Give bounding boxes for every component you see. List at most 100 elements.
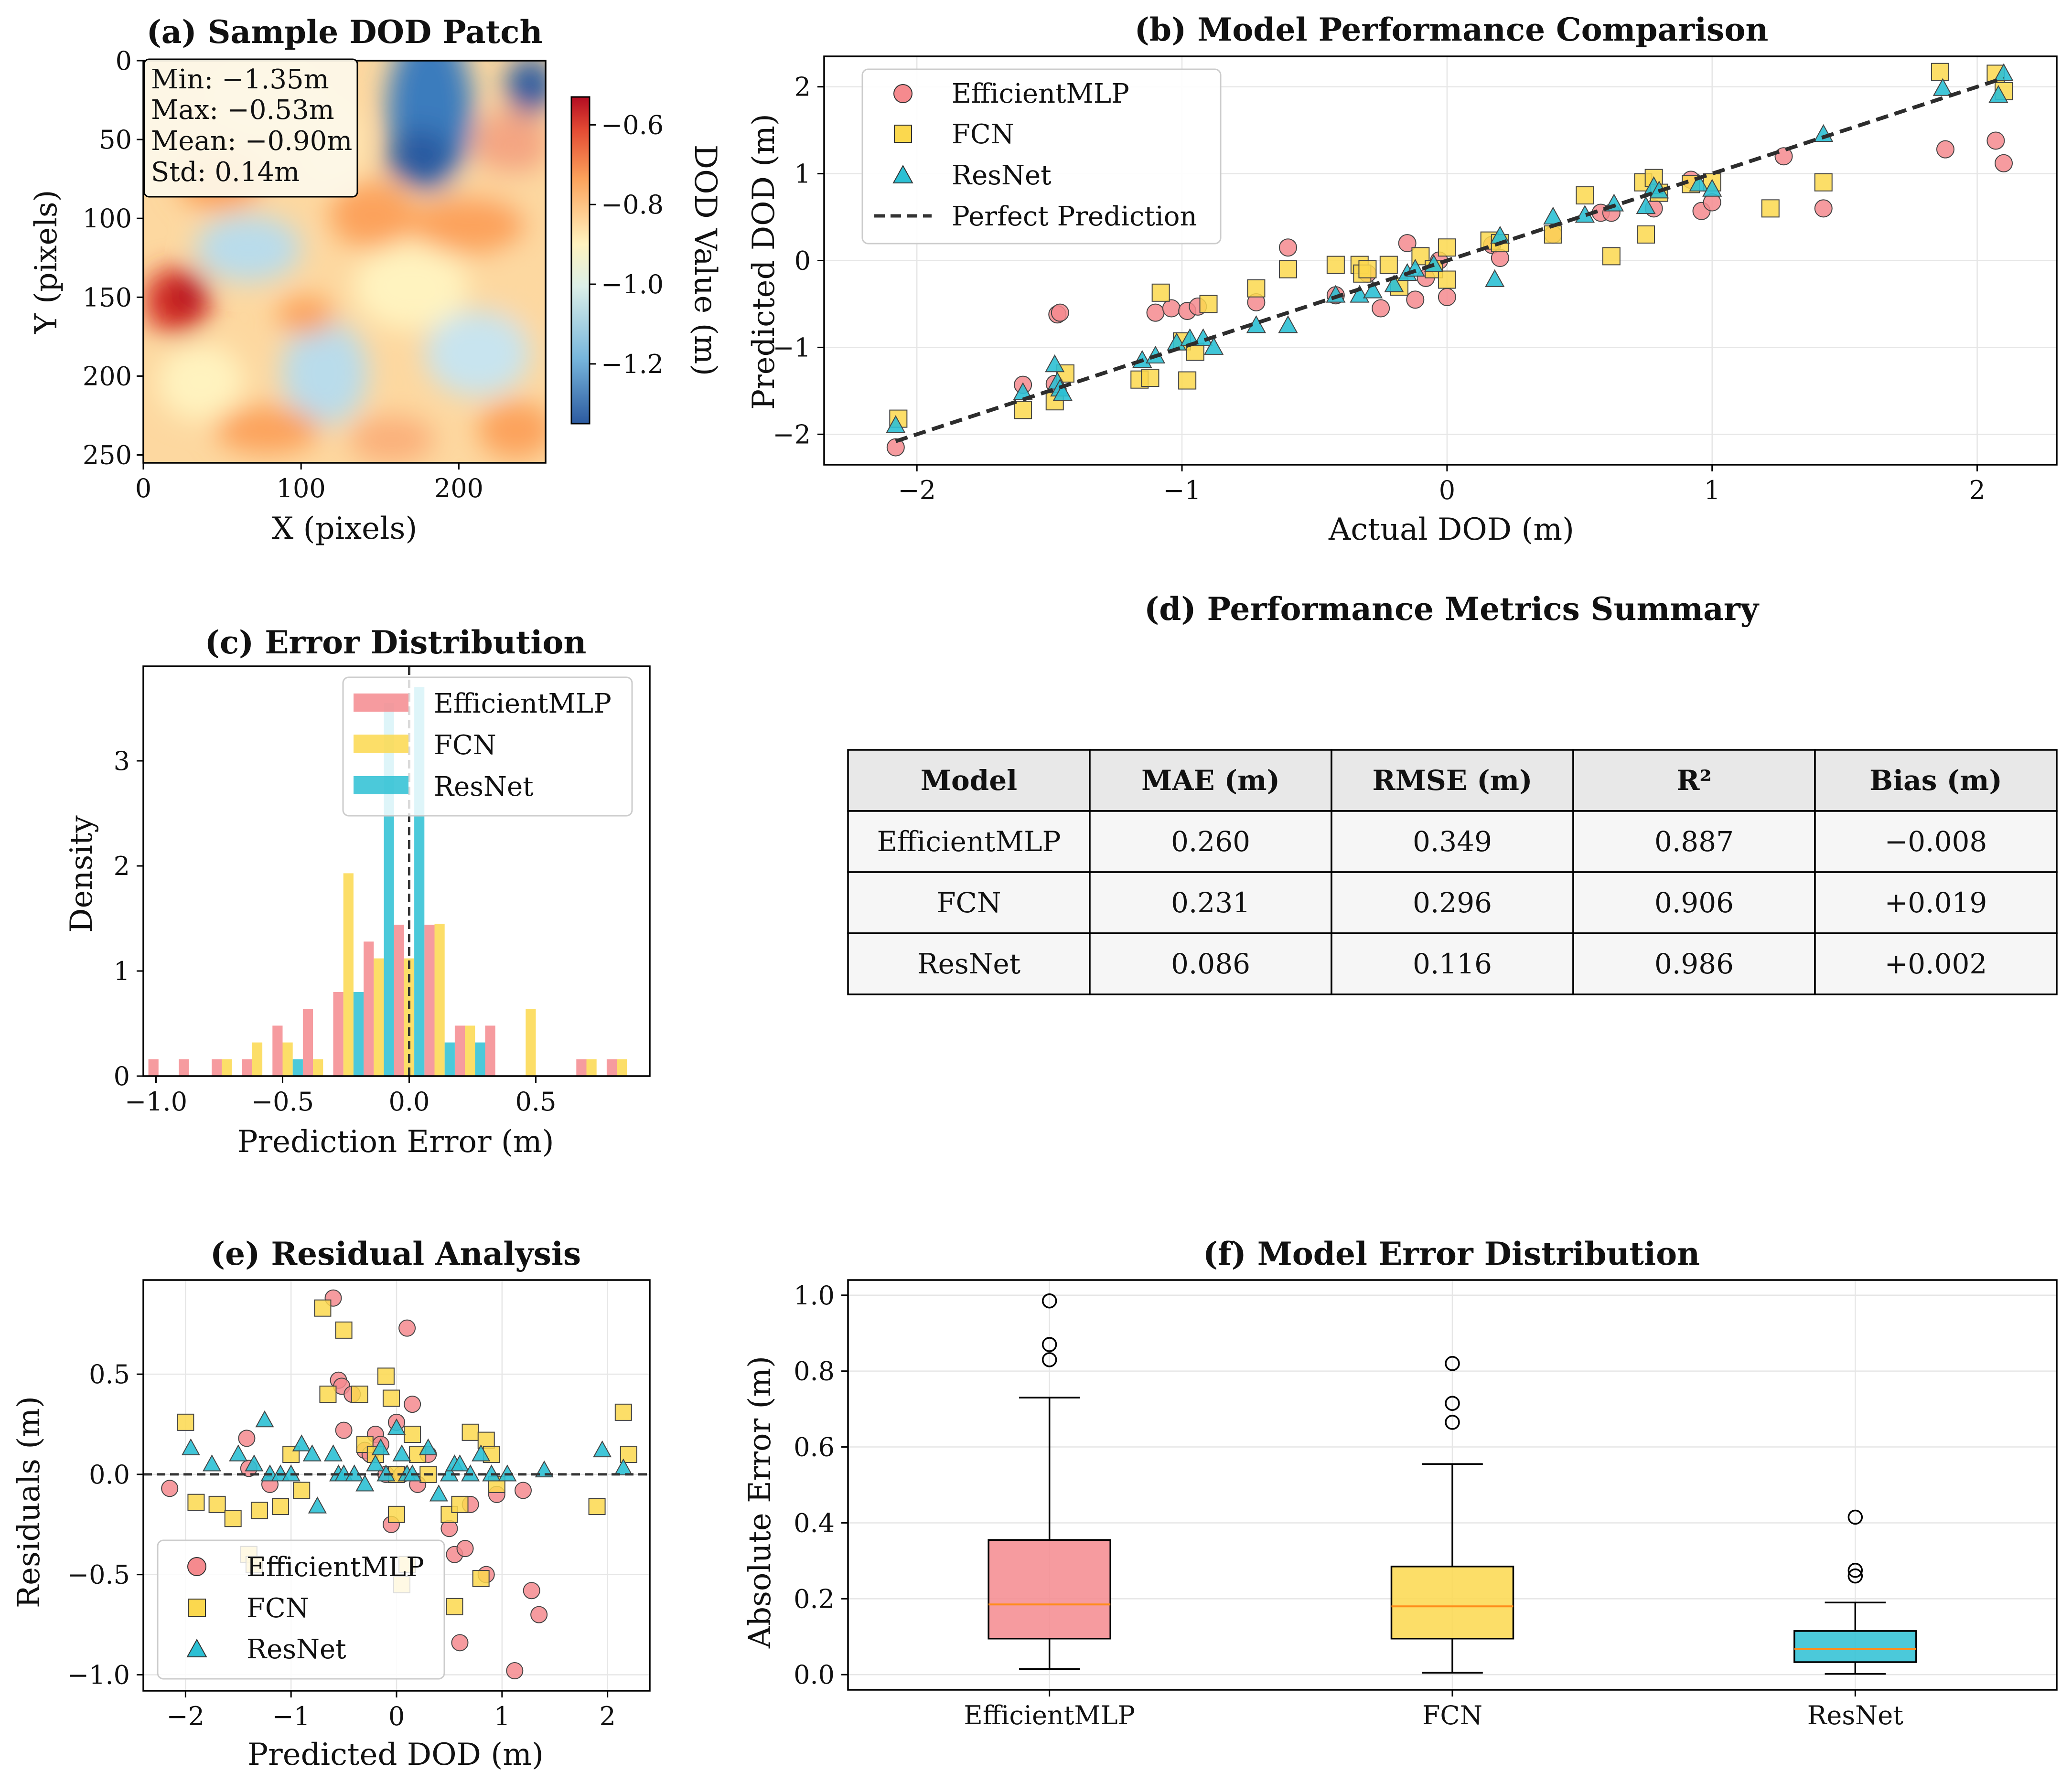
box-fcn xyxy=(1390,1356,1514,1674)
iqr-box xyxy=(988,1539,1111,1640)
panel-e-title: (e) Residual Analysis xyxy=(210,1235,581,1272)
panel-a-ylabel: Y (pixels) xyxy=(29,190,64,334)
point-fcn xyxy=(1326,256,1345,274)
point-fcn xyxy=(377,1367,395,1385)
panel-f-ylabel: Absolute Error (m) xyxy=(742,1356,778,1649)
point-fcn xyxy=(388,1505,405,1523)
bar-efficientmlp xyxy=(364,941,374,1076)
bar-efficientmlp xyxy=(148,1059,159,1076)
table-cell xyxy=(1089,932,1332,995)
panel-a-heatmap: (a) Sample DOD Patch xyxy=(29,13,723,546)
panel-f-title: (f) Model Error Distribution xyxy=(1203,1235,1700,1272)
point-resnet xyxy=(450,1454,470,1472)
point-efficientmlp xyxy=(1986,131,2005,150)
y-tick-label: 1.0 xyxy=(794,1280,835,1311)
bar-resnet xyxy=(292,1059,303,1076)
table-cell xyxy=(847,932,1091,995)
bar-efficientmlp xyxy=(242,1059,252,1076)
point-resnet xyxy=(535,1460,554,1478)
point-fcn xyxy=(472,1570,490,1588)
point-resnet xyxy=(403,1464,422,1482)
point-fcn xyxy=(462,1423,479,1441)
bar-efficientmlp xyxy=(606,1059,617,1076)
point-resnet xyxy=(1988,85,2008,103)
bar-fcn xyxy=(252,1042,263,1076)
outlier-point xyxy=(1041,1293,1057,1309)
table-cell xyxy=(1814,932,2058,995)
point-fcn xyxy=(1438,238,1456,257)
x-tick-label: 0.5 xyxy=(515,1087,557,1117)
colorbar-tick-label: −1.0 xyxy=(601,269,664,299)
point-fcn xyxy=(1178,371,1197,390)
colorbar-tick-label: −0.6 xyxy=(601,110,664,140)
legend-e-efficientmlp: EfficientMLP xyxy=(247,1552,424,1583)
point-efficientmlp xyxy=(530,1606,548,1623)
point-resnet xyxy=(1702,179,1722,197)
panel-b-ylabel: Predicted DOD (m) xyxy=(746,114,782,410)
point-efficientmlp xyxy=(335,1421,353,1439)
point-resnet xyxy=(1363,280,1383,299)
point-fcn xyxy=(1141,369,1159,387)
point-fcn xyxy=(224,1510,242,1527)
panel-b-scatter: (b) Model Performance Comparison −2 −1 0 1 2… xyxy=(746,11,2058,547)
series-efficientmlp xyxy=(148,925,617,1076)
stats-min: Min: −1.35m xyxy=(151,64,329,95)
x-tick-label: 0 xyxy=(1439,475,1455,505)
y-tick-label: 0.6 xyxy=(794,1432,835,1462)
bar-resnet xyxy=(475,1042,485,1076)
x-tick-label-resnet: ResNet xyxy=(1807,1700,1904,1730)
point-resnet xyxy=(461,1464,480,1482)
point-fcn xyxy=(1544,225,1562,244)
point-fcn xyxy=(614,1403,632,1421)
stats-std: Std: 0.14m xyxy=(151,157,300,188)
point-resnet xyxy=(229,1444,248,1462)
point-fcn xyxy=(187,1494,205,1511)
point-resnet xyxy=(366,1454,385,1472)
plot-frame xyxy=(142,665,651,1077)
point-fcn xyxy=(588,1498,606,1515)
x-tick-label: 1 xyxy=(1704,475,1720,505)
point-fcn xyxy=(1637,225,1655,244)
table-header-cell xyxy=(1331,749,1574,812)
table-header-cell xyxy=(1089,749,1332,812)
panel-b-xlabel: Actual DOD (m) xyxy=(1328,512,1574,547)
x-tick-label: 0 xyxy=(135,473,151,503)
table-value: 0.260 xyxy=(1171,825,1250,858)
legend-e-resnet: ResNet xyxy=(247,1634,346,1665)
outlier-point xyxy=(1445,1396,1460,1411)
point-resnet xyxy=(387,1418,406,1436)
y-tick-label: 2 xyxy=(114,851,130,881)
y-tick-label: 0.4 xyxy=(794,1508,835,1538)
point-resnet xyxy=(1636,196,1656,214)
point-fcn xyxy=(293,1482,311,1499)
bar-efficientmlp xyxy=(179,1059,189,1076)
point-resnet xyxy=(255,1410,274,1428)
point-fcn xyxy=(1761,199,1780,218)
point-resnet xyxy=(614,1458,633,1475)
point-fcn xyxy=(1014,401,1032,419)
legend-label-fcn: FCN xyxy=(952,119,1014,150)
legend-swatch-efficientmlp xyxy=(354,694,408,712)
point-fcn xyxy=(1602,247,1621,266)
x-tick-label: 1 xyxy=(494,1701,510,1731)
table-header-mae-m: MAE (m) xyxy=(1141,764,1280,797)
outlier-point xyxy=(1445,1415,1460,1430)
panel-e-xlabel: Predicted DOD (m) xyxy=(247,1737,544,1772)
point-efficientmlp xyxy=(1146,303,1165,322)
point-efficientmlp xyxy=(1051,303,1069,322)
point-efficientmlp xyxy=(398,1319,416,1337)
bar-efficientmlp xyxy=(454,1025,465,1076)
point-resnet xyxy=(1485,269,1505,287)
y-tick-label: 50 xyxy=(99,125,132,155)
panel-a-title: (a) Sample DOD Patch xyxy=(147,13,543,51)
colorbar-ticks: −0.6 −0.8 −1.0 −1.2 xyxy=(590,110,664,379)
point-resnet xyxy=(1932,78,1953,96)
point-fcn xyxy=(335,1321,353,1339)
point-fcn xyxy=(1814,173,1833,192)
iqr-box xyxy=(1793,1630,1917,1663)
panel-e-ylabel: Residuals (m) xyxy=(11,1396,47,1608)
point-fcn xyxy=(177,1413,194,1431)
bar-efficientmlp xyxy=(333,992,344,1076)
x-tick-label: −1.0 xyxy=(125,1087,187,1117)
